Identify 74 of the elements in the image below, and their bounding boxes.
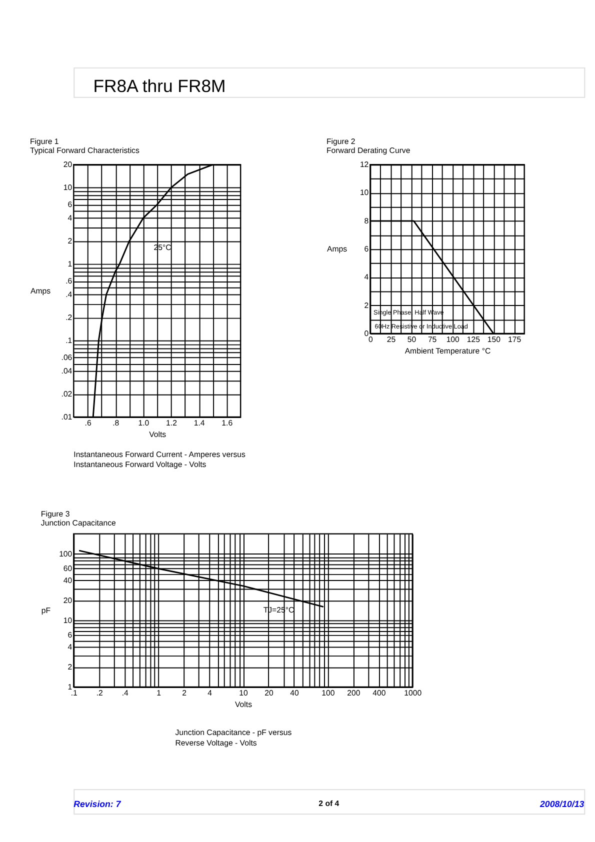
x-axis-title: Ambient Temperature °C xyxy=(404,346,491,356)
y-tick-label: 2 xyxy=(68,236,72,246)
y-axis-title: Amps xyxy=(30,286,51,296)
chart-title: Figure 3 xyxy=(40,510,70,519)
text: Junction Capacitance - pF versus xyxy=(175,728,292,737)
text: Instantaneous Forward Current - Amperes versus xyxy=(74,450,246,459)
y-tick-label: .4 xyxy=(66,290,73,299)
y-tick-label: 20 xyxy=(63,160,73,170)
x-tick-label: 200 xyxy=(347,688,361,698)
x-tick-label: 4 xyxy=(208,688,213,698)
x-tick-label: 400 xyxy=(372,688,386,698)
y-tick-label: 1 xyxy=(68,682,72,692)
y-tick-label: 10 xyxy=(63,183,73,192)
chart-title: Figure 1 xyxy=(30,137,59,146)
y-tick-label: 4 xyxy=(68,214,73,223)
x-tick-label: 1.6 xyxy=(222,418,234,428)
y-tick-label: 0 xyxy=(364,328,370,338)
y-tick-label: 2 xyxy=(68,662,72,672)
x-tick-label: 40 xyxy=(290,688,300,698)
x-axis-title: Volts xyxy=(234,700,252,710)
chart-title: Figure 2 xyxy=(326,137,356,146)
y-tick-label: 4 xyxy=(364,272,370,282)
x-tick-label: 75 xyxy=(428,334,438,344)
x-tick-label: 10 xyxy=(239,688,248,698)
y-tick-label: 6 xyxy=(68,200,73,210)
chart-subtitle: Forward Derating Curve xyxy=(326,146,411,155)
text: FR8A thru FR8M xyxy=(93,76,226,96)
x-tick-label: 1.0 xyxy=(138,418,150,428)
x-tick-label: 150 xyxy=(487,334,502,344)
y-tick-label: 6 xyxy=(68,630,73,640)
x-tick-label: 1 xyxy=(156,688,161,698)
x-tick-label: 175 xyxy=(508,334,522,344)
y-tick-label: 6 xyxy=(364,244,370,254)
x-tick-label: 2 xyxy=(182,688,186,698)
x-tick-label: .8 xyxy=(112,418,120,428)
y-tick-label: 2 xyxy=(364,300,369,310)
x-axis-title: Volts xyxy=(149,430,166,440)
x-tick-label: 20 xyxy=(264,688,274,698)
y-tick-label: .06 xyxy=(61,352,73,362)
y-tick-label: 40 xyxy=(63,576,73,585)
y-tick-label: 1 xyxy=(68,260,72,269)
y-tick-label: 100 xyxy=(59,549,73,558)
x-tick-label: 100 xyxy=(322,688,336,698)
x-tick-label: .4 xyxy=(122,688,130,698)
y-tick-label: 10 xyxy=(63,616,73,625)
x-tick-label: 1000 xyxy=(404,688,422,698)
y-tick-label: 4 xyxy=(68,642,73,652)
y-tick-label: .02 xyxy=(61,389,72,398)
y-tick-label: 10 xyxy=(360,188,370,198)
y-tick-label: 12 xyxy=(360,160,369,170)
chart-subtitle: Typical Forward Characteristics xyxy=(30,146,140,155)
text: Revision: 7 xyxy=(74,798,122,809)
text: 2 of 4 xyxy=(318,798,340,808)
x-tick-label: 100 xyxy=(446,334,460,344)
y-tick-label: .6 xyxy=(66,276,73,286)
x-tick-label: .2 xyxy=(96,688,103,698)
y-tick-label: .04 xyxy=(61,366,73,376)
text: Reverse Voltage - Volts xyxy=(175,738,257,748)
x-tick-label: 50 xyxy=(407,334,417,344)
x-tick-label: 1.4 xyxy=(194,418,206,428)
y-tick-label: 20 xyxy=(63,596,73,605)
chart-subtitle: Junction Capacitance xyxy=(40,518,117,528)
x-tick-label: 25 xyxy=(386,334,396,344)
y-axis-title: pF xyxy=(41,606,51,615)
y-axis-title: Amps xyxy=(327,244,348,254)
y-tick-label: .01 xyxy=(61,412,72,422)
x-tick-label: 1.2 xyxy=(166,418,177,428)
y-tick-label: 60 xyxy=(63,564,73,574)
text: Instantaneous Forward Voltage - Volts xyxy=(74,460,206,469)
text: 2008/10/13 xyxy=(539,798,584,809)
x-tick-label: 125 xyxy=(466,334,481,344)
y-tick-label: 8 xyxy=(364,216,370,226)
y-tick-label: .2 xyxy=(66,312,72,322)
x-tick-label: .6 xyxy=(84,418,92,428)
